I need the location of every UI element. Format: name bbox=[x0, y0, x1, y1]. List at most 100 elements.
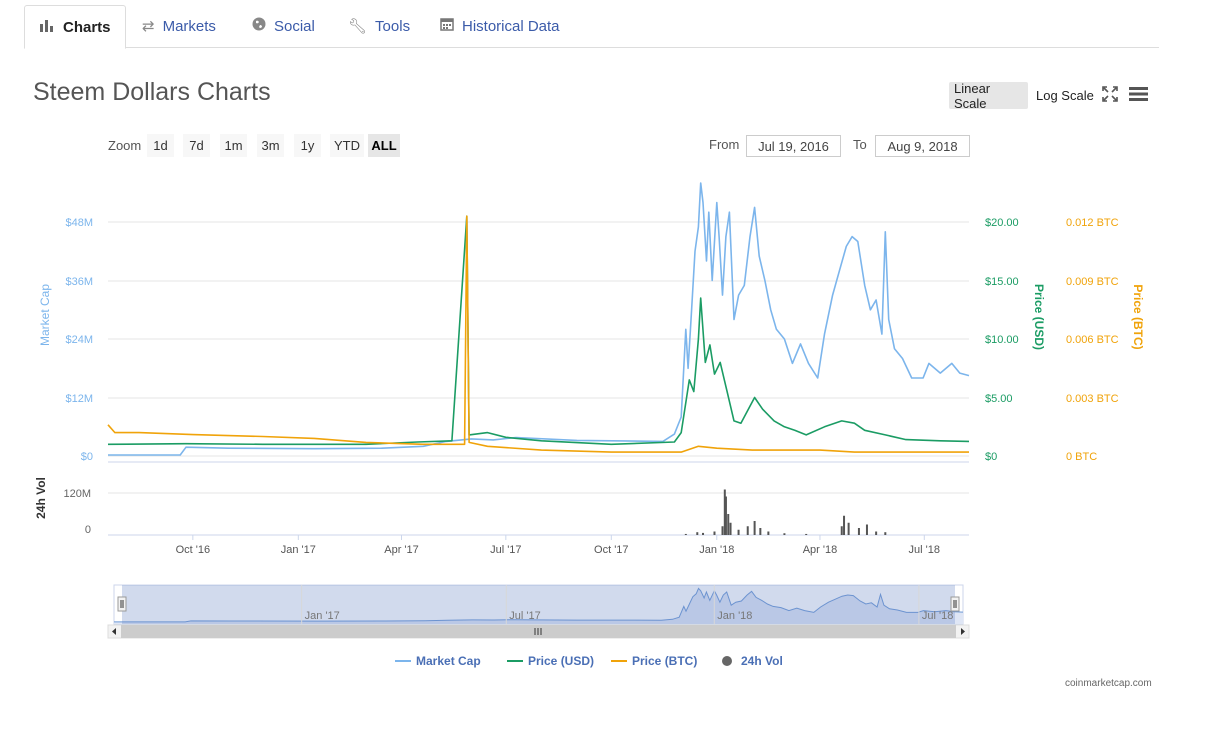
zoom-3m-button[interactable]: 3m bbox=[257, 134, 284, 157]
scrollbar-left-arrow bbox=[112, 628, 116, 635]
volume-axis-title: 24h Vol bbox=[34, 477, 48, 519]
price-usd-axis-title: Price (USD) bbox=[1032, 284, 1046, 350]
navigator-tick-label: Jul '17 bbox=[509, 610, 540, 622]
market-cap-tick-label: $48M bbox=[65, 217, 93, 229]
fullscreen-icon[interactable] bbox=[1102, 86, 1118, 107]
zoom-1m-button[interactable]: 1m bbox=[220, 134, 247, 157]
from-date-input[interactable]: Jul 19, 2016 bbox=[746, 135, 841, 157]
price-btc-tick-label: 0.009 BTC bbox=[1066, 276, 1119, 288]
volume-bar bbox=[702, 532, 705, 535]
volume-bar bbox=[746, 526, 749, 535]
market-cap-tick-label: $36M bbox=[65, 276, 93, 288]
wrench-icon: 🔧︎ bbox=[348, 18, 368, 35]
zoom-7d-button[interactable]: 7d bbox=[183, 134, 210, 157]
legend-market-cap: Market Cap bbox=[416, 654, 481, 668]
navigator-handle bbox=[117, 596, 127, 612]
volume-bar bbox=[857, 528, 860, 535]
volume-bar bbox=[723, 489, 726, 535]
x-tick-label: Jul '17 bbox=[490, 544, 521, 556]
volume-bar bbox=[865, 524, 868, 535]
tab-label: Markets bbox=[162, 17, 216, 35]
navigator-selection bbox=[122, 585, 955, 624]
price-btc-tick-label: 0 BTC bbox=[1066, 451, 1097, 463]
linear-scale-button[interactable]: Linear Scale bbox=[949, 81, 1028, 111]
zoom-all-button[interactable]: ALL bbox=[368, 134, 400, 157]
volume-bar bbox=[840, 526, 843, 535]
scrollbar-track bbox=[107, 624, 970, 639]
market-cap-tick-label: $12M bbox=[65, 393, 93, 405]
navigator-area bbox=[114, 588, 963, 624]
tab-bar: Charts ⇄ Markets Social 🔧︎ Tools Histori… bbox=[24, 5, 1159, 49]
zoom-1y-button[interactable]: 1y bbox=[294, 134, 321, 157]
price-usd-tick-label: $20.00 bbox=[985, 217, 1019, 229]
tab-label: Charts bbox=[63, 18, 111, 36]
navigator-handle bbox=[950, 596, 960, 612]
navigator-tick-label: Jan '17 bbox=[305, 610, 340, 622]
price-usd-tick-label: $0 bbox=[985, 451, 997, 463]
volume-bar bbox=[875, 531, 878, 535]
volume-bar bbox=[783, 533, 786, 535]
scrollbar-right-arrow bbox=[961, 628, 965, 635]
volume-bar bbox=[767, 531, 770, 535]
zoom-label: Zoom bbox=[108, 138, 142, 153]
volume-bar bbox=[713, 531, 716, 535]
navigator-tick-label: Jan '18 bbox=[717, 610, 752, 622]
tab-social[interactable]: Social bbox=[252, 5, 315, 47]
price-btc-axis-title: Price (BTC) bbox=[1131, 284, 1145, 349]
credit-link[interactable]: coinmarketcap.com bbox=[1065, 678, 1152, 689]
volume-bar bbox=[753, 521, 756, 535]
price-usd-tick-label: $5.00 bbox=[985, 393, 1013, 405]
exchange-arrows-icon: ⇄ bbox=[142, 18, 155, 35]
volume-bar bbox=[727, 514, 730, 535]
tab-charts[interactable]: Charts bbox=[24, 5, 126, 49]
tab-historical-data[interactable]: Historical Data bbox=[440, 5, 560, 47]
calendar-icon bbox=[440, 17, 454, 35]
scrollbar-thumb bbox=[121, 625, 956, 638]
x-tick-label: Oct '17 bbox=[594, 544, 629, 556]
volume-bar bbox=[847, 522, 850, 535]
x-tick-label: Jan '18 bbox=[699, 544, 734, 556]
legend-price-btc: Price (BTC) bbox=[632, 654, 697, 668]
x-tick-label: Jan '17 bbox=[281, 544, 316, 556]
to-date-input[interactable]: Aug 9, 2018 bbox=[875, 135, 970, 157]
tab-tools[interactable]: 🔧︎ Tools bbox=[348, 5, 410, 47]
x-tick-label: Jul '18 bbox=[909, 544, 940, 556]
tab-label: Historical Data bbox=[462, 17, 560, 35]
navigator-frame bbox=[113, 584, 964, 625]
volume-bar bbox=[696, 532, 699, 535]
price-usd-tick-label: $15.00 bbox=[985, 276, 1019, 288]
volume-bar bbox=[737, 529, 740, 535]
volume-bar bbox=[721, 526, 724, 535]
price-btc-tick-label: 0.003 BTC bbox=[1066, 393, 1119, 405]
volume-bar bbox=[759, 528, 762, 535]
market-cap-line bbox=[108, 182, 970, 456]
x-tick-label: Apr '17 bbox=[384, 544, 419, 556]
zoom-1d-button[interactable]: 1d bbox=[147, 134, 174, 157]
from-label: From bbox=[709, 137, 740, 152]
navigator-series bbox=[114, 587, 964, 623]
volume-tick-label: 0 bbox=[85, 524, 91, 536]
navigator-tick-label: Jul '18 bbox=[922, 610, 953, 622]
volume-bar bbox=[843, 515, 846, 535]
volume-bar bbox=[729, 522, 732, 535]
log-scale-button[interactable]: Log Scale bbox=[1036, 88, 1094, 103]
page-title: Steem Dollars Charts bbox=[33, 78, 271, 106]
market-cap-tick-label: $24M bbox=[65, 334, 93, 346]
price-usd-tick-label: $10.00 bbox=[985, 334, 1019, 346]
zoom-ytd-button[interactable]: YTD bbox=[330, 134, 364, 157]
x-tick-label: Apr '18 bbox=[803, 544, 838, 556]
volume-tick-label: 120M bbox=[63, 488, 91, 500]
market-cap-axis-title: Market Cap bbox=[38, 284, 52, 346]
globe-icon bbox=[252, 17, 266, 35]
price-usd-line bbox=[107, 215, 970, 446]
price-btc-line bbox=[107, 215, 969, 453]
legend-price-usd: Price (USD) bbox=[528, 654, 594, 668]
x-tick-label: Oct '16 bbox=[176, 544, 211, 556]
volume-bar bbox=[724, 496, 727, 535]
tab-label: Social bbox=[274, 17, 315, 35]
legend-volume-swatch bbox=[722, 656, 732, 666]
menu-icon[interactable] bbox=[1129, 86, 1148, 107]
price-btc-tick-label: 0.006 BTC bbox=[1066, 334, 1119, 346]
tab-markets[interactable]: ⇄ Markets bbox=[142, 5, 216, 47]
